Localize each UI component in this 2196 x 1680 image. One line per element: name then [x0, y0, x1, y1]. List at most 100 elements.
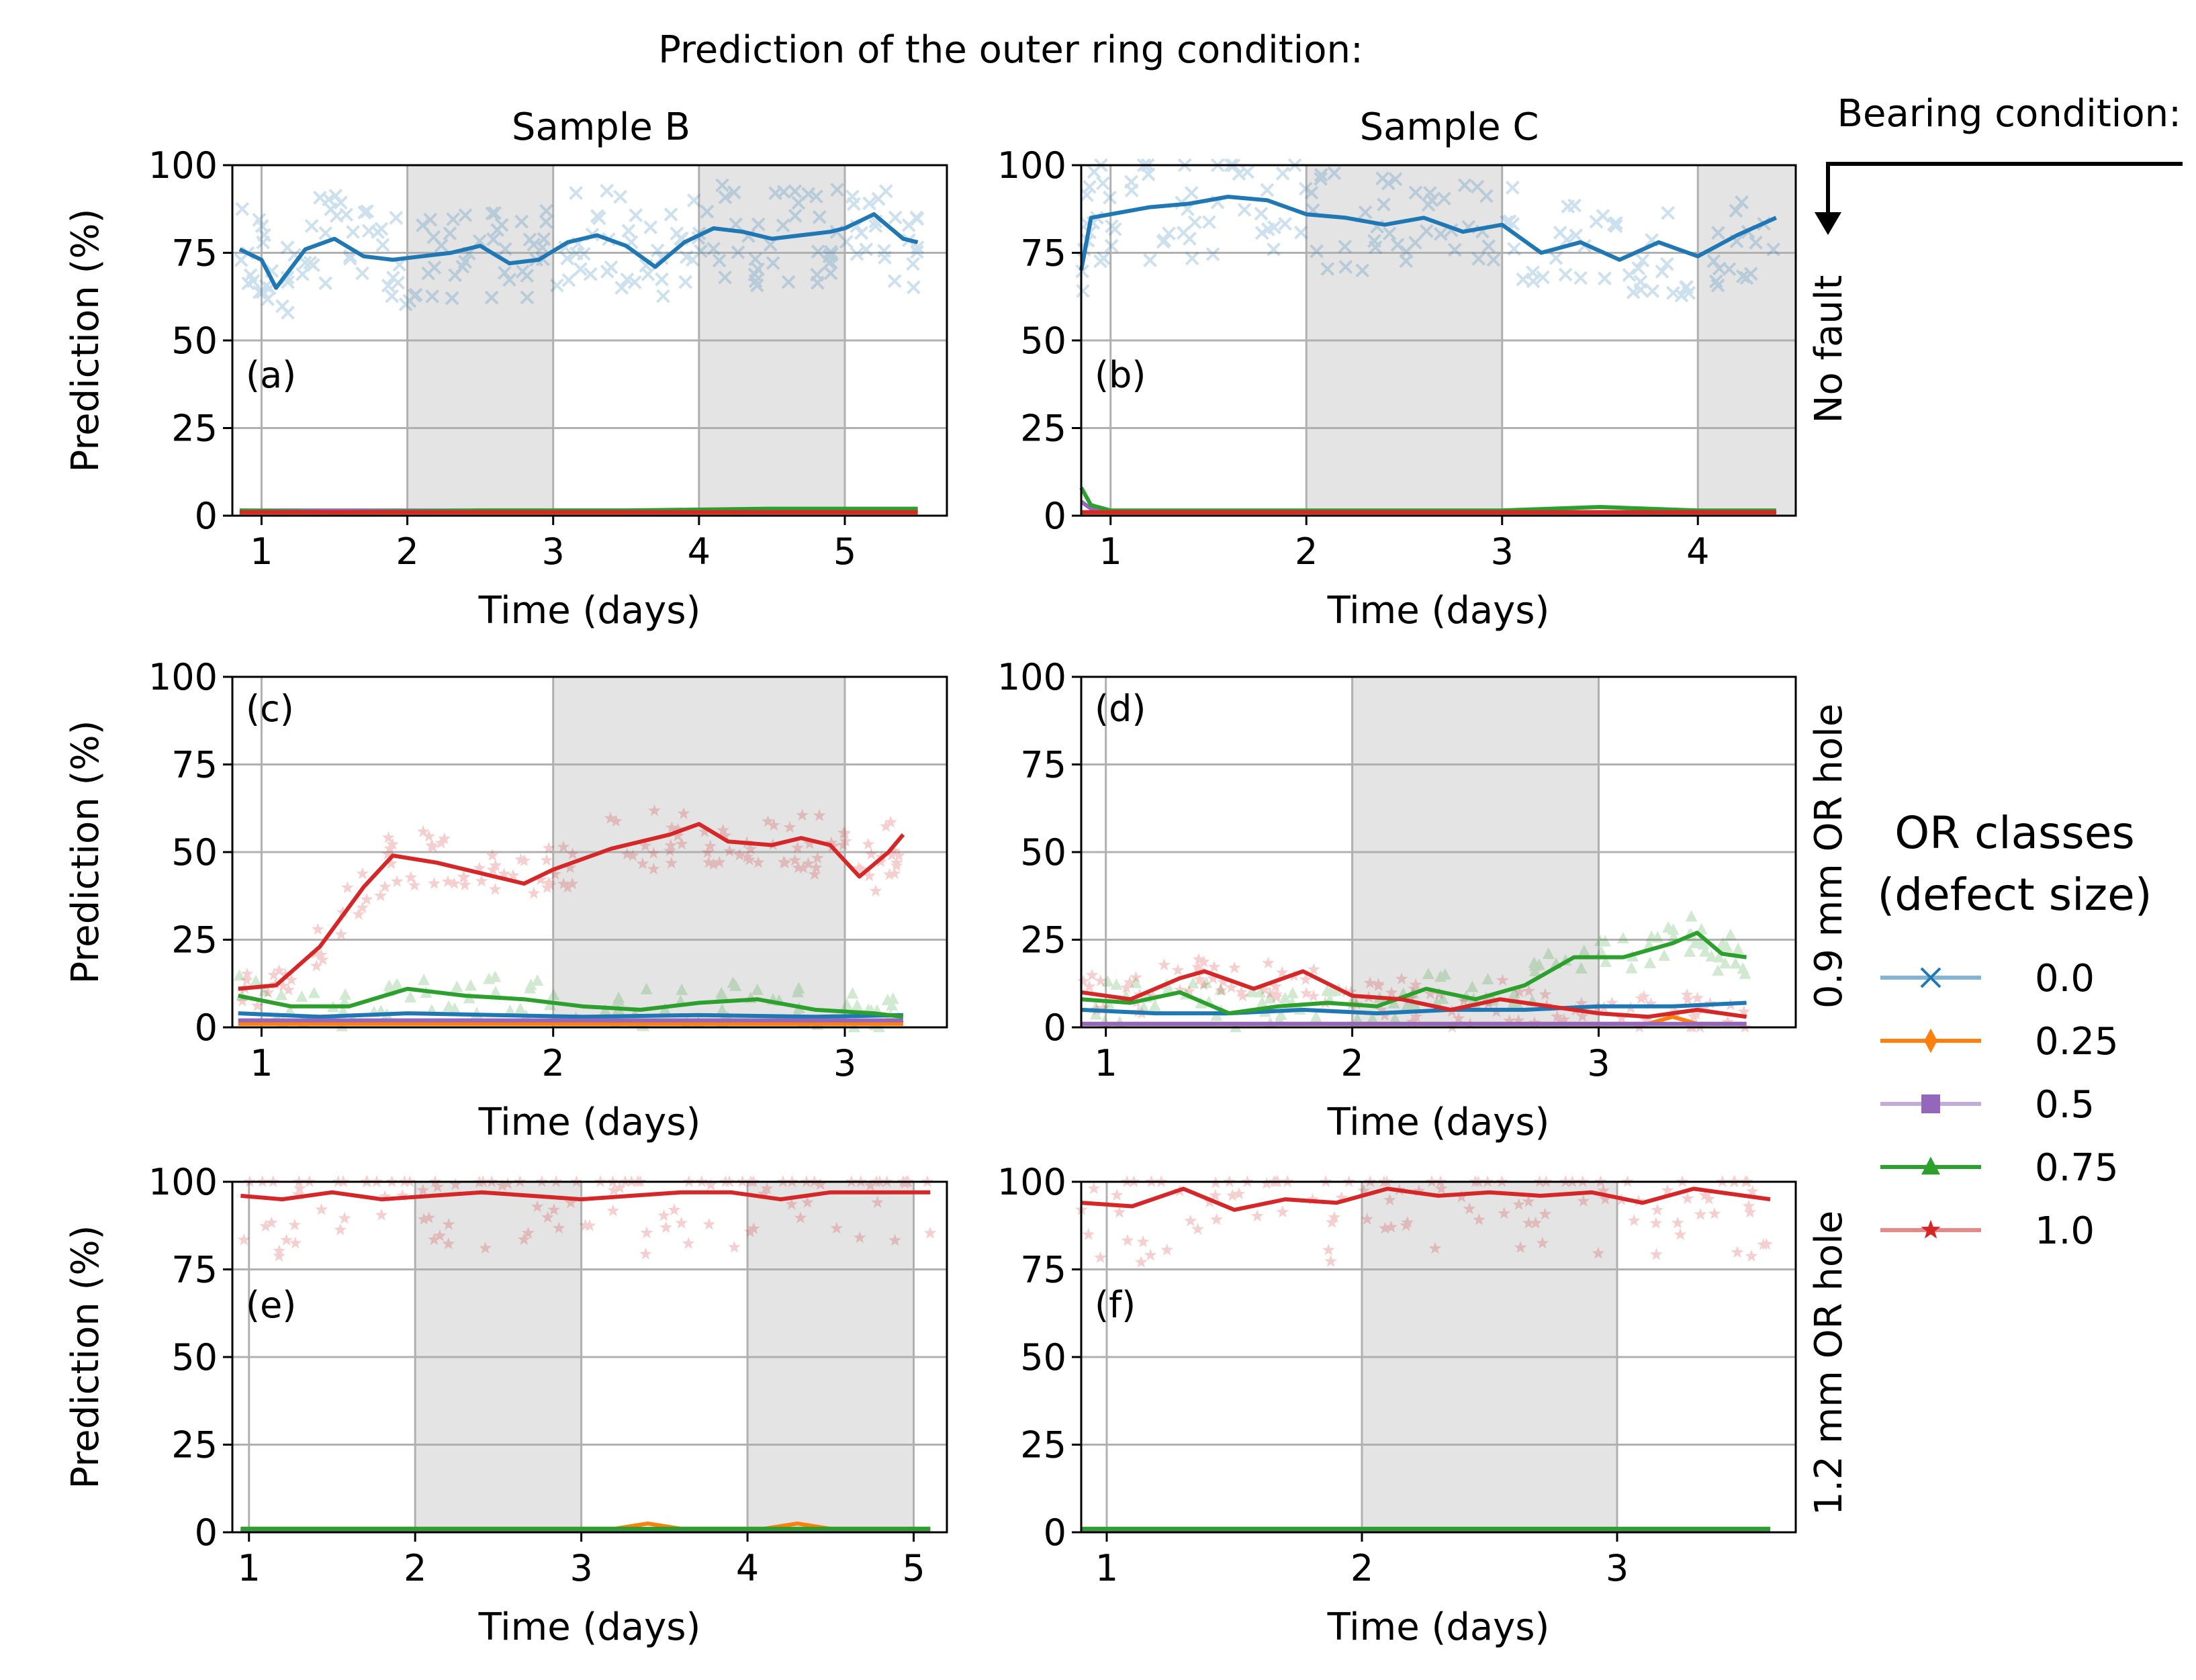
scatter-point: [830, 1221, 843, 1234]
series-line-0-75: [238, 986, 904, 1019]
scatter-point: [650, 243, 665, 258]
scatter-point: [1191, 1222, 1204, 1235]
scatter-point: [473, 861, 486, 874]
scatter-point: [1124, 976, 1136, 988]
scatter-point: [590, 209, 604, 224]
scatter-point: [1471, 251, 1486, 266]
scatter-point: [1228, 961, 1241, 974]
scatter-point: [810, 267, 824, 282]
scatter-point: [1719, 957, 1731, 969]
scatter-point: [552, 1221, 565, 1234]
scatter-point: [1644, 956, 1657, 968]
scatter-point: [1094, 974, 1107, 986]
scatter-point: [837, 826, 850, 839]
scatter-point: [1557, 1013, 1571, 1025]
y-axis-label: Prediction (%): [64, 720, 107, 984]
scatter-point: [824, 247, 839, 262]
scatter-point: [265, 1216, 278, 1229]
y-tick-label: 75: [171, 744, 218, 786]
scatter-point: [408, 287, 423, 302]
scatter-point: [233, 969, 246, 981]
scatter-point: [1457, 994, 1471, 1007]
scatter-point: [1236, 989, 1249, 1002]
scatter-point: [1470, 179, 1485, 194]
scatter-point: [1513, 985, 1526, 998]
scatter-point: [1693, 935, 1706, 947]
scatter-point: [1306, 1193, 1319, 1205]
scatter-point: [1183, 984, 1196, 997]
legend-label: 0.75: [2035, 1146, 2119, 1190]
scatter-point: [809, 189, 823, 204]
scatter-point: [1717, 937, 1729, 949]
figure-title: Prediction of the outer ring condition:: [658, 28, 1363, 72]
scatter-point: [378, 1190, 392, 1203]
scatter-point: [275, 988, 288, 1000]
y-tick-label: 50: [1020, 1336, 1066, 1379]
scatter-point: [1512, 1014, 1525, 1026]
scatter-point: [1597, 1184, 1610, 1197]
scatter-point: [383, 842, 397, 854]
scatter-point: [1146, 989, 1160, 1002]
x-tick-label: 5: [902, 1547, 925, 1589]
y-tick-label: 100: [148, 656, 218, 698]
scatter-point: [1661, 1184, 1674, 1197]
scatter-point: [1710, 278, 1725, 293]
scatter-point: [1148, 999, 1161, 1011]
scatter-point: [794, 1211, 807, 1223]
scatter-point: [1355, 263, 1370, 278]
scatter-point: [1408, 236, 1422, 250]
scatter-point: [763, 238, 778, 252]
scatter-point: [334, 1223, 347, 1235]
scatter-point: [1616, 931, 1629, 943]
scatter-point: [1551, 1010, 1564, 1023]
scatter-point: [417, 1213, 430, 1225]
legend-entry-0-25: 0.25: [1880, 1020, 2119, 1064]
scatter-point: [1528, 956, 1541, 968]
scatter-point: [1706, 254, 1721, 269]
scatter-point: [723, 844, 736, 857]
scatter-point: [346, 225, 361, 239]
y-tick-label: 25: [1020, 1424, 1066, 1466]
panel-label: (c): [246, 688, 294, 730]
column-title-sample-c: Sample C: [1360, 105, 1539, 149]
scatter-point: [1529, 1216, 1543, 1229]
scatter-point: [374, 222, 389, 236]
scatter-point: [686, 252, 700, 267]
scatter-point: [1124, 183, 1139, 197]
scatter-point: [421, 266, 436, 281]
scatter-point: [1528, 964, 1541, 976]
scatter-point: [1307, 989, 1320, 1002]
scatter-point: [1176, 226, 1191, 240]
scatter-point: [1260, 1176, 1273, 1189]
panel-label: (f): [1095, 1284, 1136, 1326]
scatter-point: [678, 275, 693, 289]
scatter-point: [1082, 1227, 1095, 1240]
scatter-point: [1141, 167, 1156, 181]
scatter-point: [1275, 167, 1290, 181]
scatter-point: [743, 853, 756, 866]
scatter-point: [1299, 973, 1312, 985]
scatter-point: [1270, 990, 1283, 1003]
scatter-point: [303, 255, 318, 270]
scatter-point: [1137, 1000, 1150, 1013]
scatter-point: [698, 825, 711, 837]
scatter-point: [679, 250, 694, 265]
y-tick-label: 50: [171, 1336, 218, 1379]
y-axis-label: Prediction (%): [64, 209, 107, 473]
scatter-point: [1433, 226, 1448, 241]
scatter-point: [518, 854, 531, 867]
scatter-point: [862, 196, 876, 211]
scatter-0-0: [234, 178, 925, 320]
scatter-point: [1113, 1205, 1126, 1218]
scatter-point: [1681, 1192, 1694, 1204]
scatter-point: [1087, 165, 1101, 179]
scatter-point: [496, 1179, 509, 1191]
scatter-point: [396, 1188, 409, 1201]
scatter-point: [428, 1233, 441, 1246]
y-axis-label: Prediction (%): [64, 1225, 107, 1489]
scatter-point: [1372, 977, 1385, 990]
x-tick-label: 1: [1095, 1547, 1118, 1589]
scatter-point: [801, 187, 816, 201]
scatter-point: [859, 242, 874, 257]
scatter-point: [1712, 951, 1725, 963]
